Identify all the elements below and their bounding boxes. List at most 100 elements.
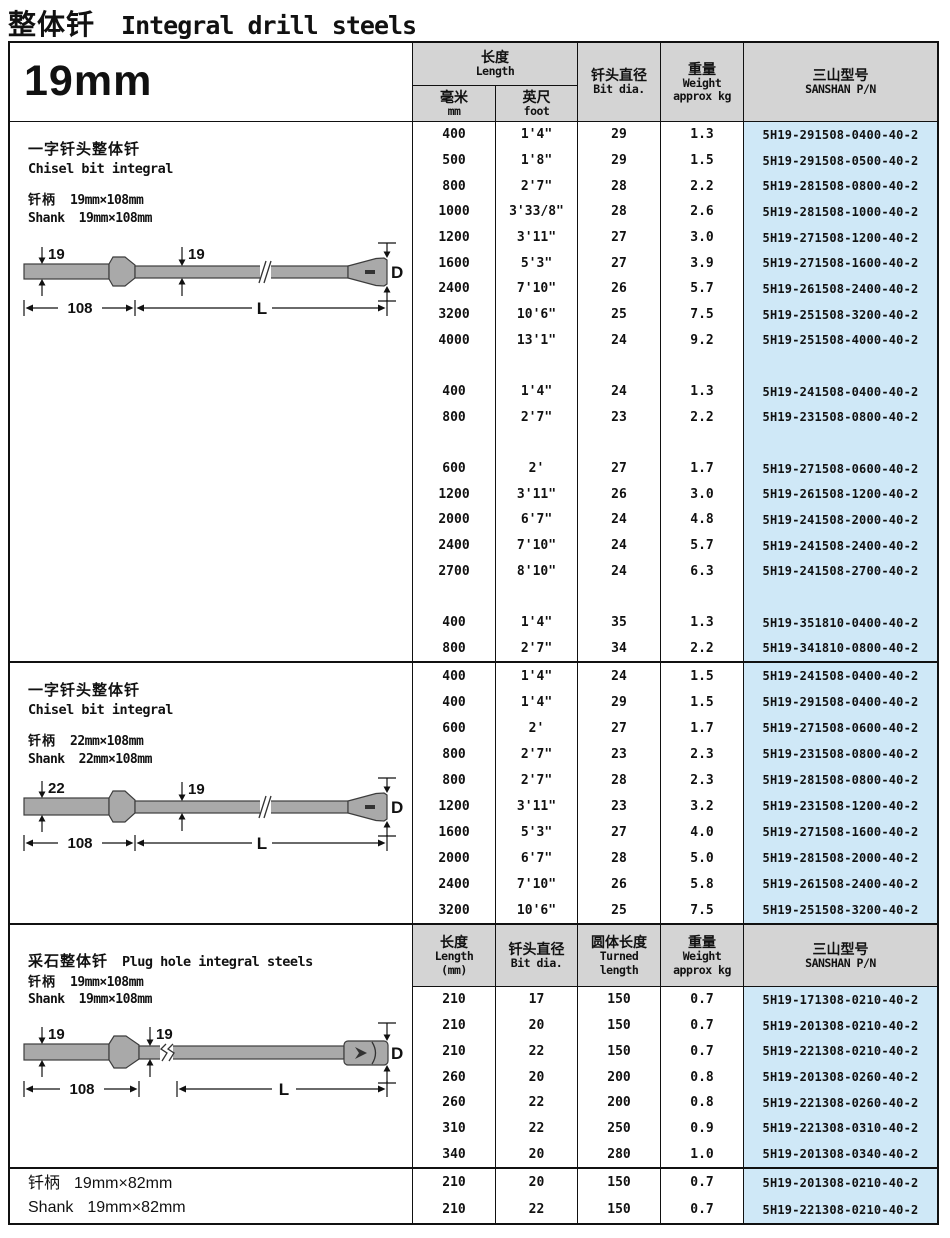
data-cell: 23	[577, 741, 660, 767]
pn-cell: 5H19-221308-0210-40-2	[743, 1038, 937, 1065]
data-cell: 2400	[438, 876, 470, 892]
shank-label-zh: 钎柄	[28, 973, 57, 989]
data-cell: 200	[577, 1064, 660, 1090]
table-row: 1200 3'11" 27 3.0 5H19-271508-1200-40-2	[413, 224, 937, 251]
header-mm-en: mm	[447, 103, 461, 118]
data-cell: 1.3	[660, 122, 743, 148]
data-cell: 2'7"	[495, 404, 577, 431]
data-cell: 25	[577, 897, 660, 923]
section-shank-82: 钎柄 19mm×82mm Shank 19mm×82mm 210 20 150 0.7 5H…	[10, 1167, 937, 1223]
pn-cell	[743, 430, 937, 456]
data-cell: 1.7	[660, 715, 743, 741]
table-row	[413, 430, 937, 456]
table-row: 2400 7'10" 26 5.7 5H19-261508-2400-40-2	[413, 276, 937, 302]
data-cell: 1'4"	[495, 609, 577, 636]
pn-cell: 5H19-241508-2700-40-2	[743, 558, 937, 585]
data-cell: 29	[577, 689, 660, 715]
table-row: 800 2'7" 28 2.2 5H19-281508-0800-40-2	[413, 173, 937, 200]
header-foot-zh: 英尺	[522, 88, 551, 105]
header-turned-zh: 圆体长度	[591, 934, 647, 951]
data-cell: 27	[577, 224, 660, 251]
data-cell: 3'33/8"	[495, 199, 577, 225]
header-pn-en: SANSHAN P/N	[805, 955, 876, 970]
pn-cell: 5H19-291508-0400-40-2	[743, 689, 937, 715]
data-cell: 6'7"	[495, 845, 577, 871]
header-weight-en: Weight	[682, 949, 722, 964]
header-length-mm: 长度 Length (mm)	[413, 925, 495, 986]
size-label: 19mm	[24, 57, 153, 105]
chisel-drill-drawing: 19 19 D 108 L	[23, 242, 403, 318]
data-cell: 280	[577, 1141, 660, 1168]
header-pn-en: SANSHAN P/N	[805, 82, 876, 97]
data-cell: 3.0	[660, 224, 743, 251]
shank-spec-en: Shank 19mm×82mm	[28, 1196, 412, 1220]
data-cell: 10'6"	[495, 301, 577, 328]
data-cell: 27	[577, 250, 660, 277]
shank-value-en: 22mm×108mm	[78, 752, 153, 768]
data-cell: 3'11"	[495, 793, 577, 819]
data-cell: 3200	[438, 902, 470, 918]
data-cell: 2400	[438, 538, 470, 554]
table-row: 1000 3'33/8" 28 2.6 5H19-281508-1000-40-2	[413, 199, 937, 225]
data-cell: 150	[577, 1196, 660, 1223]
data-cell: 2.2	[660, 173, 743, 200]
shank-value-en: 19mm×82mm	[87, 1199, 186, 1216]
data-cell: 1200	[438, 486, 470, 502]
product-name-line: 采石整体钎 Plug hole integral steels	[28, 951, 412, 973]
shank-spec-zh: 钎柄 19mm×108mm	[28, 973, 412, 992]
shank-value-en: 19mm×108mm	[78, 211, 153, 227]
section-chisel-19: 一字钎头整体钎 Chisel bit integral 钎柄 19mm×108mm…	[10, 121, 937, 662]
data-cell: 150	[577, 987, 660, 1013]
header-weight: 重量 Weight approx kg	[660, 925, 743, 986]
data-cell: 210	[442, 1043, 466, 1059]
header-turned-en2: length	[599, 962, 639, 977]
table-row: 2700 8'10" 24 6.3 5H19-241508-2700-40-2	[413, 558, 937, 585]
pn-cell: 5H19-201308-0260-40-2	[743, 1064, 937, 1090]
data-cell: 400	[442, 127, 466, 143]
data-cell: 150	[577, 1012, 660, 1039]
pn-cell: 5H19-351810-0400-40-2	[743, 609, 937, 636]
shank-spec-zh: 钎柄 22mm×108mm	[28, 732, 412, 751]
data-cell: 1600	[438, 255, 470, 271]
section3-columns: 长度 Length (mm) 钎头直径 Bit dia. 圆体长度 Turned…	[412, 925, 937, 1168]
shank-value-en: 19mm×108mm	[78, 992, 153, 1008]
data-cell: 0.8	[660, 1089, 743, 1116]
data-cell: 5.8	[660, 871, 743, 897]
section2-rows: 400 1'4" 24 1.5 5H19-241508-0400-40-2 400 1'4"…	[412, 663, 937, 923]
product-table: 19mm 长度 Length 毫米 mm 英尺 foot	[8, 41, 939, 1225]
shank-label-zh: 钎柄	[28, 192, 57, 208]
data-cell: 7.5	[660, 897, 743, 923]
data-cell: 27	[577, 715, 660, 741]
data-cell: 22	[495, 1038, 577, 1065]
table-row: 600 2' 27 1.7 5H19-271508-0600-40-2	[413, 715, 937, 741]
data-cell: 800	[442, 640, 466, 656]
data-cell: 5.0	[660, 845, 743, 871]
data-cell: 5'3"	[495, 250, 577, 277]
table-row: 600 2' 27 1.7 5H19-271508-0600-40-2	[413, 455, 937, 482]
data-cell: 25	[577, 301, 660, 328]
shank-label-en: Shank	[28, 1199, 74, 1216]
pn-cell: 5H19-271508-1200-40-2	[743, 224, 937, 251]
data-cell: 17	[495, 987, 577, 1013]
data-cell: 24	[577, 558, 660, 585]
shank-value-zh: 19mm×108mm	[70, 193, 144, 209]
pn-cell: 5H19-201308-0210-40-2	[743, 1012, 937, 1039]
pn-cell: 5H19-221308-0260-40-2	[743, 1089, 937, 1116]
data-cell: 34	[577, 635, 660, 662]
data-cell: 210	[442, 1175, 466, 1190]
data-cell: 2'7"	[495, 173, 577, 200]
data-cell: 4.0	[660, 819, 743, 845]
section2-desc-text: 一字钎头整体钎 Chisel bit integral 钎柄 22mm×108mm…	[10, 663, 412, 769]
pn-cell	[743, 353, 937, 379]
pn-cell: 5H19-291508-0500-40-2	[743, 147, 937, 174]
data-cell: 1'4"	[495, 689, 577, 715]
pn-cell: 5H19-201308-0210-40-2	[743, 1169, 937, 1196]
section1-description: 一字钎头整体钎 Chisel bit integral 钎柄 19mm×108mm…	[10, 122, 412, 661]
data-cell: 7.5	[660, 301, 743, 328]
chisel-drill-drawing-22: 22 19 D 108 L	[23, 777, 403, 853]
page-title-en: Integral drill steels	[121, 11, 417, 40]
svg-text:19: 19	[188, 246, 205, 263]
table-row: 260 22 200 0.8 5H19-221308-0260-40-2	[413, 1089, 937, 1116]
header-len-zh: 长度	[440, 934, 468, 951]
header-weight-unit: approx kg	[673, 962, 731, 977]
